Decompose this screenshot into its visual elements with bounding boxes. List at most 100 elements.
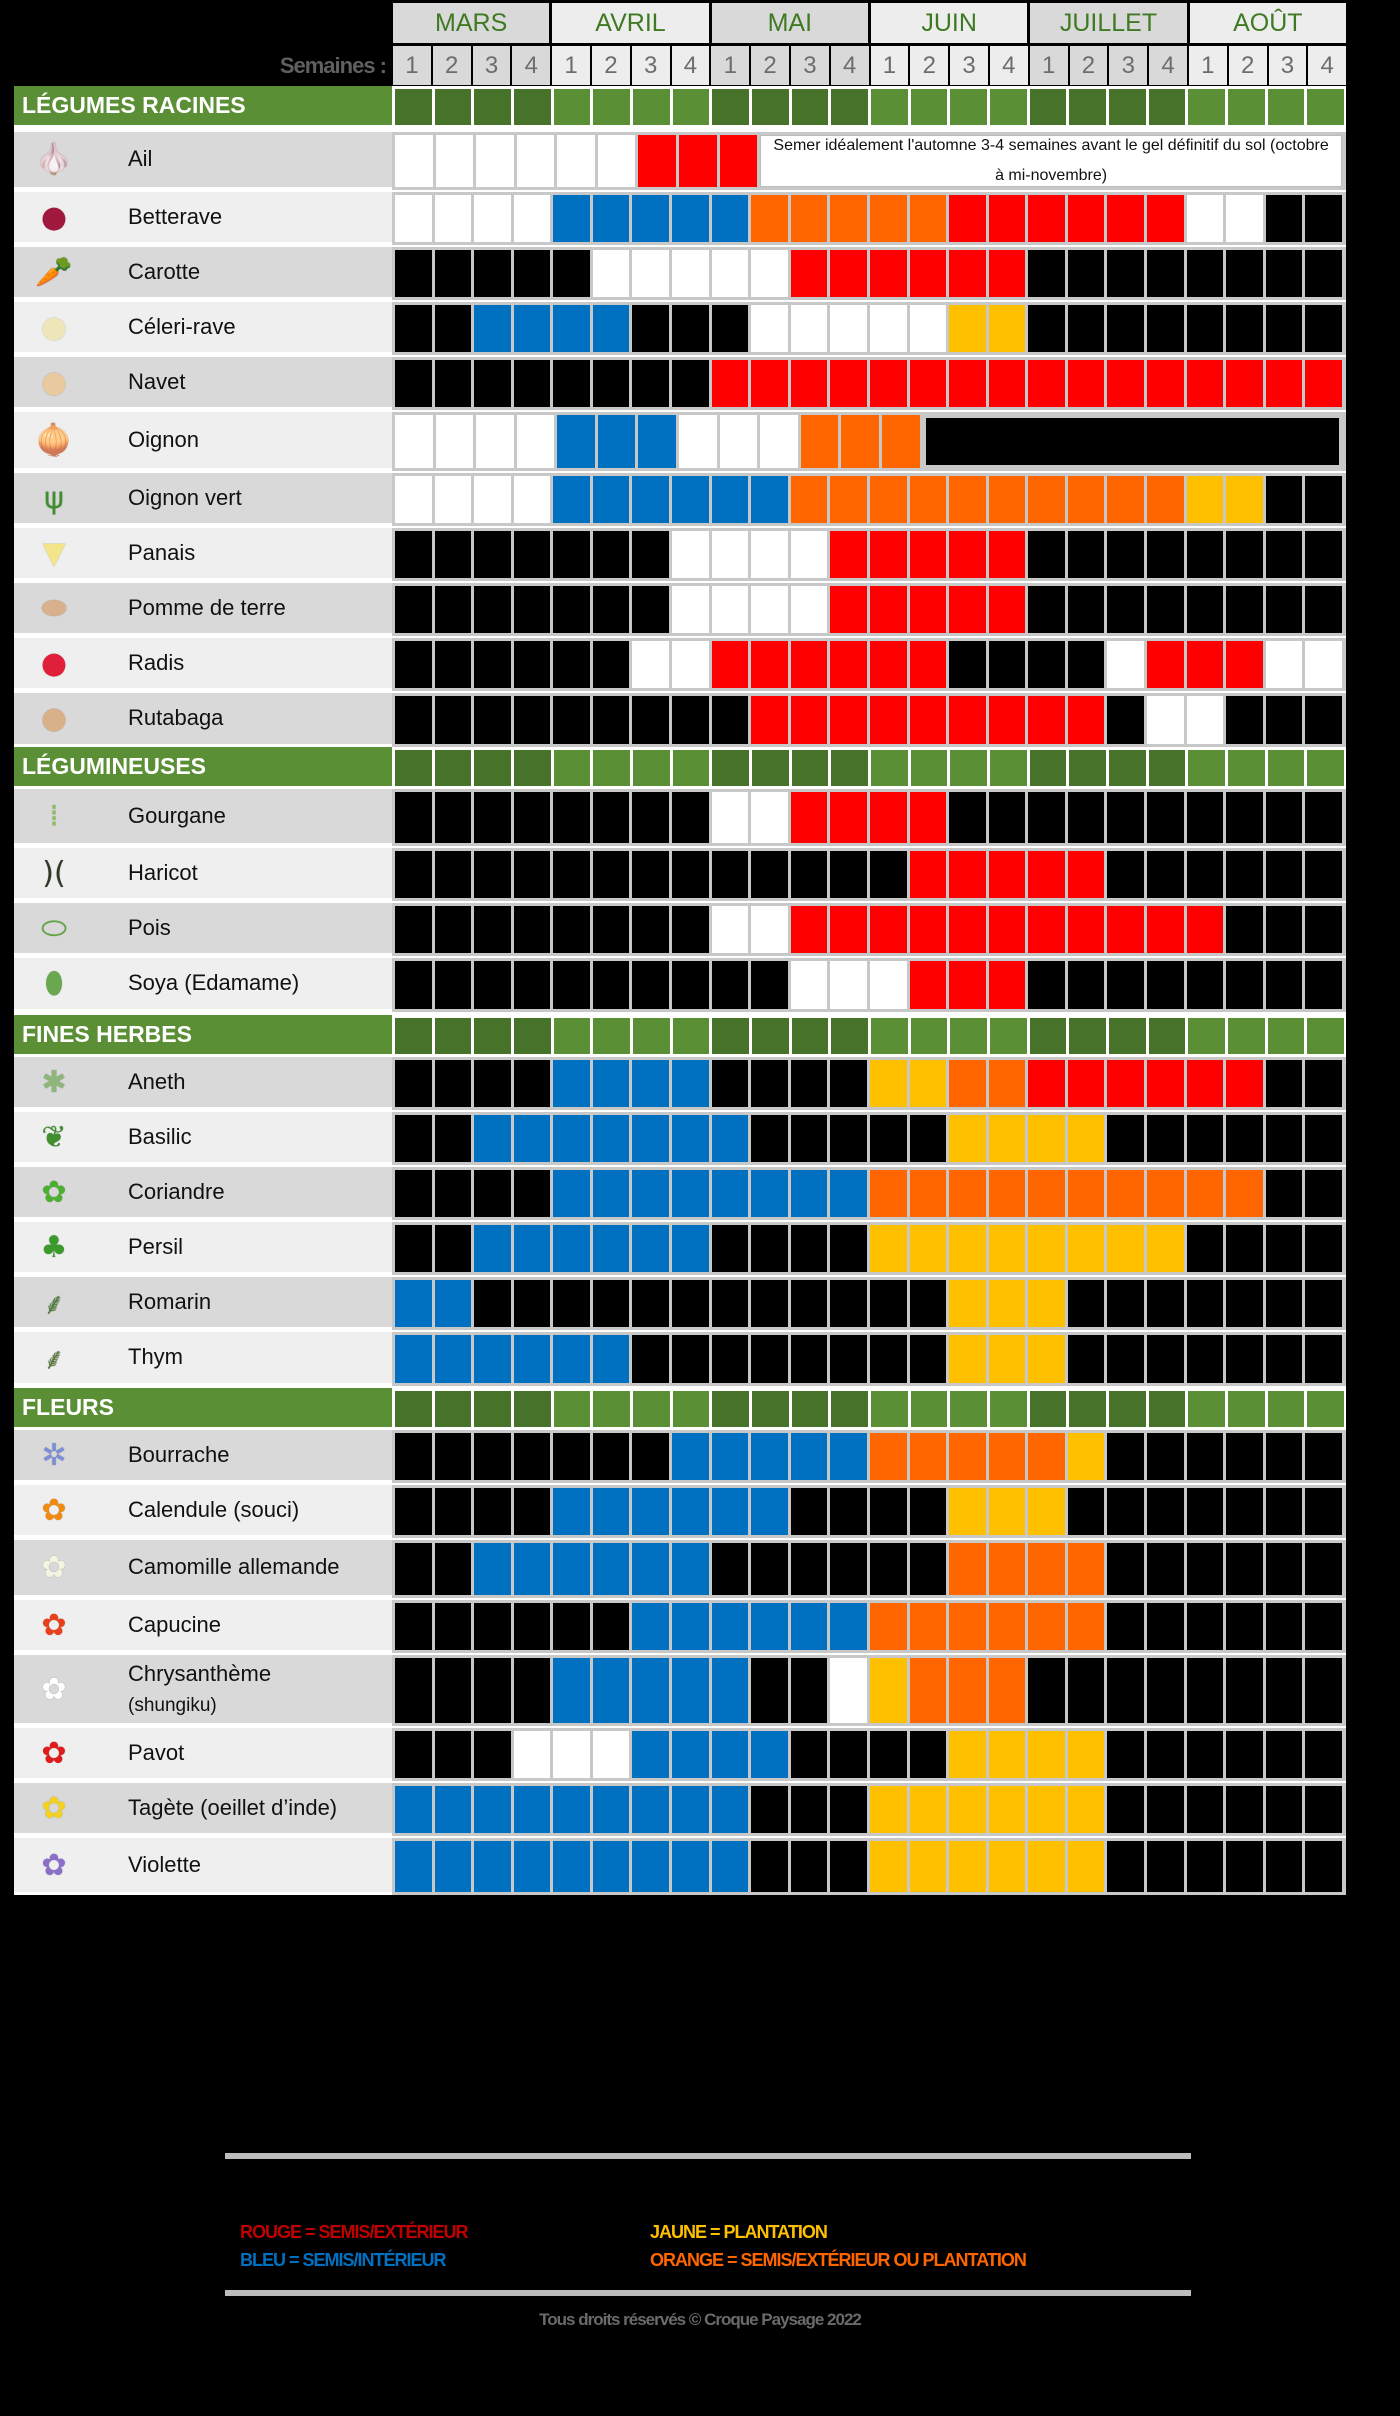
week-cell-O [988,1658,1026,1723]
week-cell-K [1305,1731,1342,1778]
week-cell-R [1226,641,1263,688]
crop-week-cells [392,1600,1346,1653]
week-cell-K [1305,1658,1342,1723]
week-cell-K [1226,1786,1263,1833]
section-week-cell [633,1391,670,1427]
crop-name: Capucine [128,1611,221,1637]
crop-label-cell: ✿ Capucine [14,1600,392,1653]
section-week-cell [990,1018,1027,1054]
week-cell-O [1067,1170,1105,1217]
bean-icon: )( [42,855,66,891]
crop-week-cells [392,1332,1346,1386]
week-cell-W [1107,641,1144,688]
week-cell-R [909,851,947,898]
crop-row: ⸙ Romarin [14,1277,1346,1330]
week-cell-K [790,1786,828,1833]
crop-row: ⬭ Pois [14,903,1346,956]
crop-row: ✿ Coriandre [14,1167,1346,1220]
section-week-cell [1188,1018,1226,1054]
crop-row: ▼ Panais [14,528,1346,581]
week-cell-W [711,250,749,297]
week-cell-K [632,586,670,633]
week-cell-O [909,1658,947,1723]
week-cell-W [751,531,788,578]
week-cell-K [592,792,630,843]
week-cell-K [1305,1841,1342,1892]
week-cell-O [909,195,947,242]
week-mai-4: 4 [830,46,869,85]
week-cell-K [1305,476,1342,523]
week-cell-K [592,641,630,688]
week-cell-K [1186,961,1224,1009]
section-week-cell [950,750,988,786]
crop-row: ✲ Bourrache [14,1430,1346,1483]
week-cell-B [711,1658,749,1723]
section-week-cell [791,750,829,786]
week-cell-R [830,250,867,297]
week-cell-R [869,586,907,633]
week-cell-Y [1067,1731,1105,1778]
week-cell-Y [1028,1488,1065,1535]
week-cell-K [553,1433,590,1480]
week-cell-R [909,961,947,1009]
crop-week-cells [392,1222,1346,1275]
crop-row: ✿ Chrysanthème (shungiku) [14,1655,1346,1726]
parsnip-icon: ▼ [42,535,66,571]
week-cell-K [790,1225,828,1272]
week-cell-K [1305,586,1342,633]
crop-row: )(Haricot [14,848,1346,901]
week-cell-K [830,1841,867,1892]
week-cell-R [949,906,986,953]
week-cell-R [830,641,867,688]
week-cell-K [395,961,432,1009]
week-cell-W [672,586,709,633]
week-cell-W [474,195,511,242]
week-cell-K [672,906,709,953]
week-cell-K [790,1488,828,1535]
week-cell-K [1305,1603,1342,1650]
week-cell-K [711,1280,749,1327]
thyme-icon: ⸙ [42,1342,66,1377]
week-cell-W [672,641,709,688]
week-cell-K [672,305,709,352]
section-week-cell [1307,89,1345,125]
week-cell-K [513,1060,551,1107]
crop-name: Romarin [128,1288,212,1314]
week-cell-K [1186,1786,1224,1833]
crop-name: Violette [128,1851,201,1877]
crop-week-cells [392,1057,1346,1110]
legend-top-divider [225,2153,1191,2159]
week-cell-B [632,476,670,523]
crop-label-cell: ♣ Persil [14,1222,392,1275]
week-cell-W [592,1731,630,1778]
week-cell-K [1146,586,1184,633]
week-août-4: 4 [1308,46,1347,85]
week-cell-K [790,1115,828,1162]
section-week-cell [910,1391,948,1427]
week-cell-K [672,360,709,407]
week-cell-R [790,360,828,407]
week-cell-W [711,906,749,953]
crop-name: Chrysanthème (shungiku) [94,1657,271,1721]
week-cell-Y [909,1841,947,1892]
week-cell-K [1107,1115,1144,1162]
crop-name: Thym [128,1344,183,1370]
week-cell-K [1305,1786,1342,1833]
chamomile-icon: ✿ [41,1550,67,1585]
week-cell-Y [1067,1225,1105,1272]
week-cell-K [434,1060,472,1107]
week-cell-B [711,1731,749,1778]
week-cell-K [751,1543,788,1595]
week-cell-W [434,195,472,242]
week-cell-R [1146,641,1184,688]
section-week-cell [514,1391,551,1427]
section-week-cell [712,1018,750,1054]
fava-bean-icon: ⁞ [49,798,59,834]
week-cell-B [474,1786,511,1833]
crop-week-cells: Semer idéalement l'automne 3-4 semaines … [392,132,1346,190]
week-cell-K [1186,1658,1224,1723]
week-cell-B [553,1115,590,1162]
crop-week-cells [392,1430,1346,1483]
week-cell-K [553,586,590,633]
week-cell-W [597,135,636,187]
